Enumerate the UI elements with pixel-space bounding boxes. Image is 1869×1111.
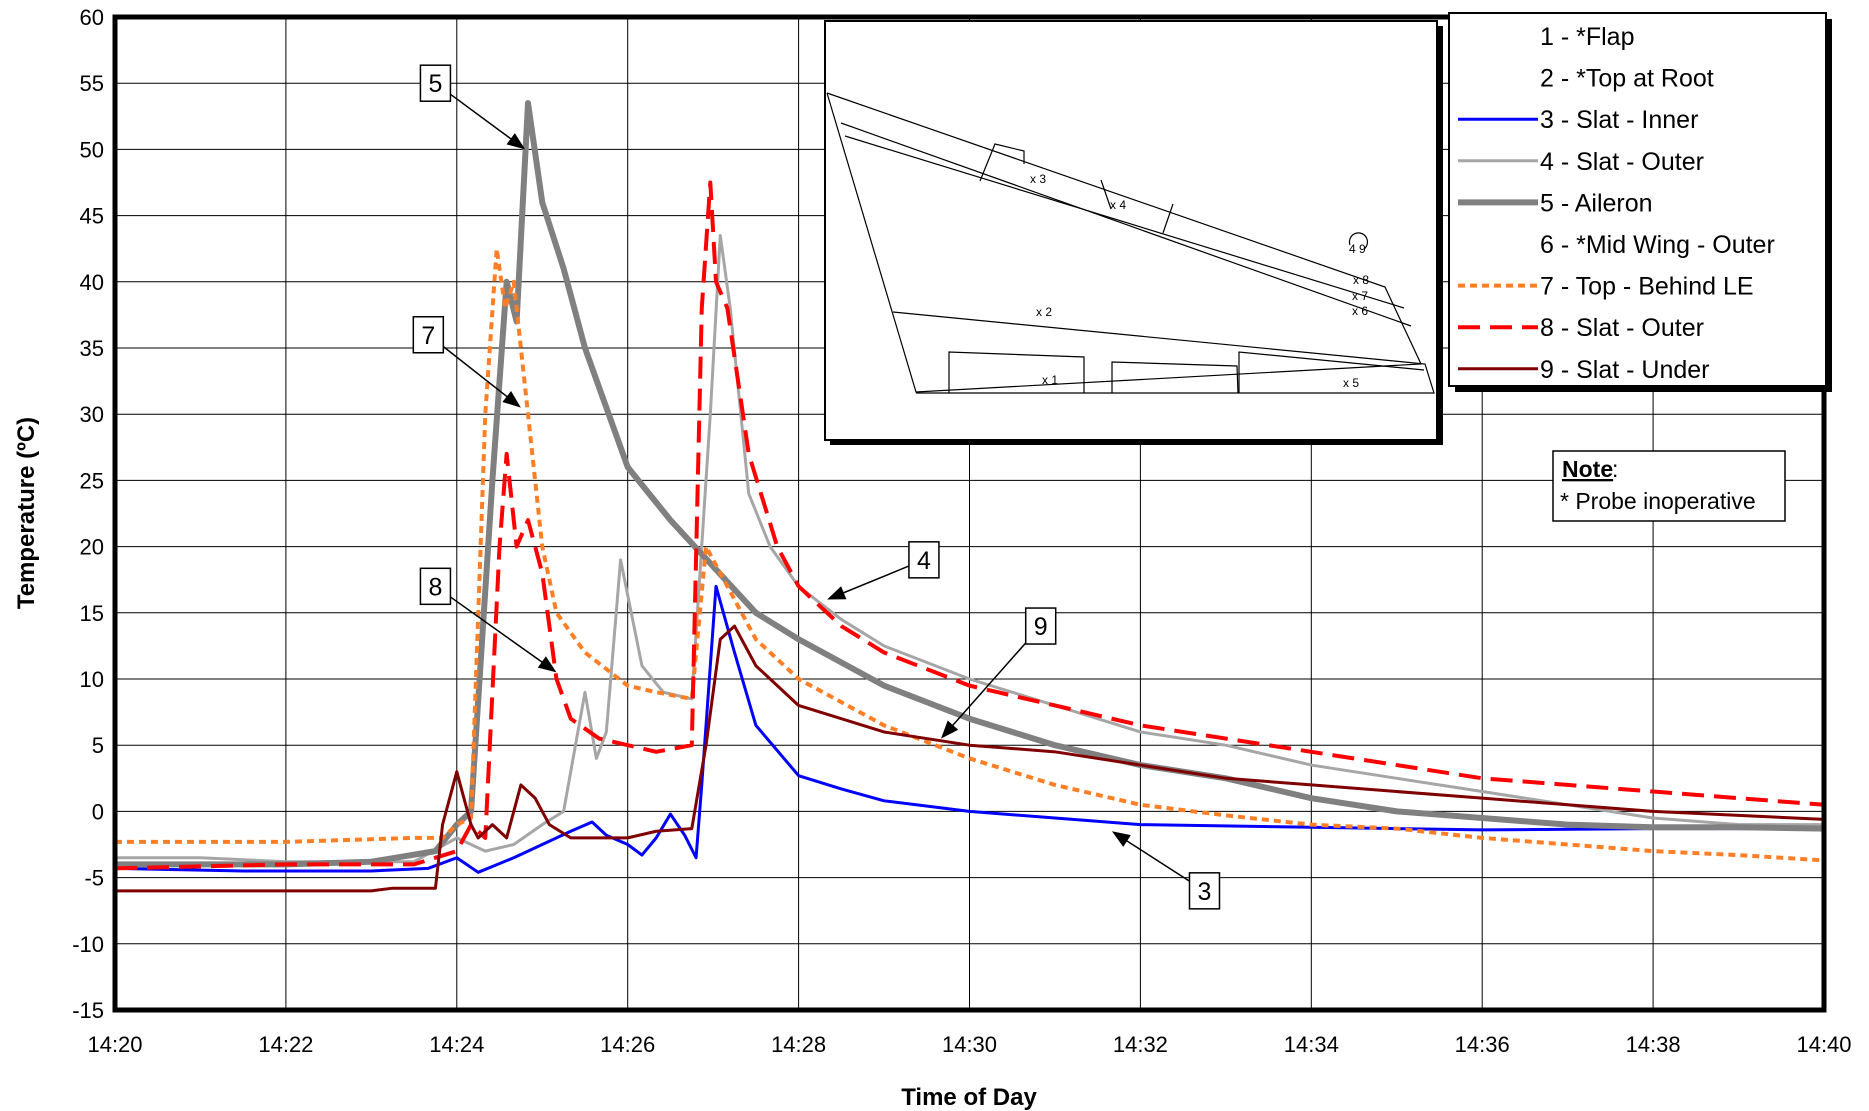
inset-probe-label: x 4: [1110, 198, 1126, 212]
callout-label: 3: [1198, 878, 1212, 906]
x-tick-label: 14:34: [1284, 1032, 1339, 1057]
y-tick-label: 25: [80, 468, 104, 493]
callout-label: 8: [428, 573, 442, 601]
series-line-4: [115, 233, 1824, 864]
y-tick-label: 0: [92, 799, 104, 824]
legend-label-7: 7 - Top - Behind LE: [1540, 273, 1754, 301]
x-tick-labels: 14:20 14:22 14:24 14:26 14:28 14:30 14:32 14:34…: [87, 1032, 1851, 1057]
y-tick-label: 60: [80, 5, 104, 30]
callout-arrowhead: [506, 133, 526, 150]
callout-leader: [435, 585, 546, 665]
legend-label-1: 1 - *Flap: [1540, 23, 1634, 51]
x-tick-label: 14:36: [1455, 1032, 1510, 1057]
x-axis-title: Time of Day: [901, 1084, 1037, 1111]
plot-frame: [112, 14, 1827, 1013]
x-tick-label: 14:22: [258, 1032, 313, 1057]
inset-probe-label: x 7: [1352, 289, 1368, 303]
y-tick-label: -10: [72, 932, 104, 957]
callout-label: 4: [917, 547, 931, 575]
legend: 1 - *Flap 2 - *Top at Root 3 - Slat - Inne…: [1448, 12, 1832, 392]
inset-probe-label: x 8: [1353, 273, 1369, 287]
series-line-7: [115, 246, 1825, 863]
callout-box: [419, 64, 452, 102]
y-tick-label: -5: [84, 866, 104, 891]
callout-box: [419, 567, 452, 606]
series-line-9: [115, 624, 1825, 893]
x-tick-label: 14:28: [771, 1032, 826, 1057]
legend-label-2: 2 - *Top at Root: [1540, 65, 1714, 93]
inset-frame: [824, 20, 1438, 441]
callout-arrowhead: [502, 390, 521, 408]
note-frame: [1552, 450, 1786, 522]
inset-probe-label: x 6: [1352, 304, 1368, 318]
wing-outline: [826, 92, 1435, 394]
x-tick-label: 14:26: [600, 1032, 655, 1057]
y-tick-label: 35: [80, 336, 104, 361]
callout-arrowhead: [537, 656, 557, 673]
legend-label-9: 9 - Slat - Under: [1540, 356, 1710, 384]
inset-probe-label: 4 9: [1349, 242, 1366, 256]
inset-probe-label: x 3: [1030, 172, 1046, 186]
y-axis-title: Temperature (ºC): [13, 417, 40, 609]
y-tick-label: 50: [80, 137, 104, 162]
y-tick-label: 45: [80, 204, 104, 229]
y-tick-label: 30: [80, 402, 104, 427]
inset-probe-label: x 2: [1036, 305, 1052, 319]
x-tick-label: 14:20: [87, 1032, 142, 1057]
inset-probe-label: x 5: [1343, 376, 1359, 390]
callout-arrowhead: [941, 720, 959, 739]
legend-label-5: 5 - Aileron: [1540, 189, 1653, 217]
legend-label-3: 3 - Slat - Inner: [1540, 106, 1698, 134]
y-tick-label: 5: [92, 733, 104, 758]
legend-label-6: 6 - *Mid Wing - Outer: [1540, 231, 1775, 259]
inset-probe-label: x 1: [1042, 373, 1058, 387]
y-tick-label: 40: [80, 270, 104, 295]
y-tick-label: 55: [80, 71, 104, 96]
x-tick-label: 14:30: [942, 1032, 997, 1057]
x-tick-label: 14:38: [1626, 1032, 1681, 1057]
callout-box: [1024, 607, 1057, 645]
legend-label-4: 4 - Slat - Outer: [1540, 148, 1704, 176]
callout-box: [1188, 872, 1221, 910]
note-title-suffix: :: [1612, 456, 1618, 482]
x-tick-label: 14:24: [429, 1032, 484, 1057]
y-tick-label: -15: [72, 998, 104, 1023]
callout-label: 9: [1034, 613, 1048, 641]
note-box: Note : * Probe inoperative: [1552, 450, 1786, 522]
callout-label: 7: [421, 322, 435, 350]
y-tick-label: 20: [80, 535, 104, 560]
callout-arrowhead: [827, 586, 847, 600]
callouts: 5 7 8 4 9 3: [412, 64, 1221, 910]
y-tick-label: 10: [80, 667, 104, 692]
legend-label-8: 8 - Slat - Outer: [1540, 314, 1704, 342]
x-tick-label: 14:32: [1113, 1032, 1168, 1057]
wing-inset-diagram: x 3 x 4 x 2 x 1 x 5 x 8 x 7x 6 4 9: [824, 20, 1443, 445]
inset-probe-labels: x 3 x 4 x 2 x 1 x 5 x 8 x 7x 6 4 9: [1030, 172, 1369, 390]
note-text: * Probe inoperative: [1560, 488, 1756, 514]
legend-items: 1 - *Flap 2 - *Top at Root 3 - Slat - Inne…: [1458, 23, 1775, 384]
callout-box: [412, 316, 445, 354]
note-title: Note: [1562, 456, 1613, 482]
x-tick-label: 14:40: [1796, 1032, 1851, 1057]
callout-label: 5: [428, 70, 442, 98]
series-line-8: [114, 180, 1825, 871]
y-tick-label: 15: [80, 601, 104, 626]
callout-box: [908, 541, 940, 579]
series-line-3: [114, 584, 1824, 874]
series-layer: [114, 100, 1825, 893]
callout-arrowhead: [1111, 831, 1131, 847]
